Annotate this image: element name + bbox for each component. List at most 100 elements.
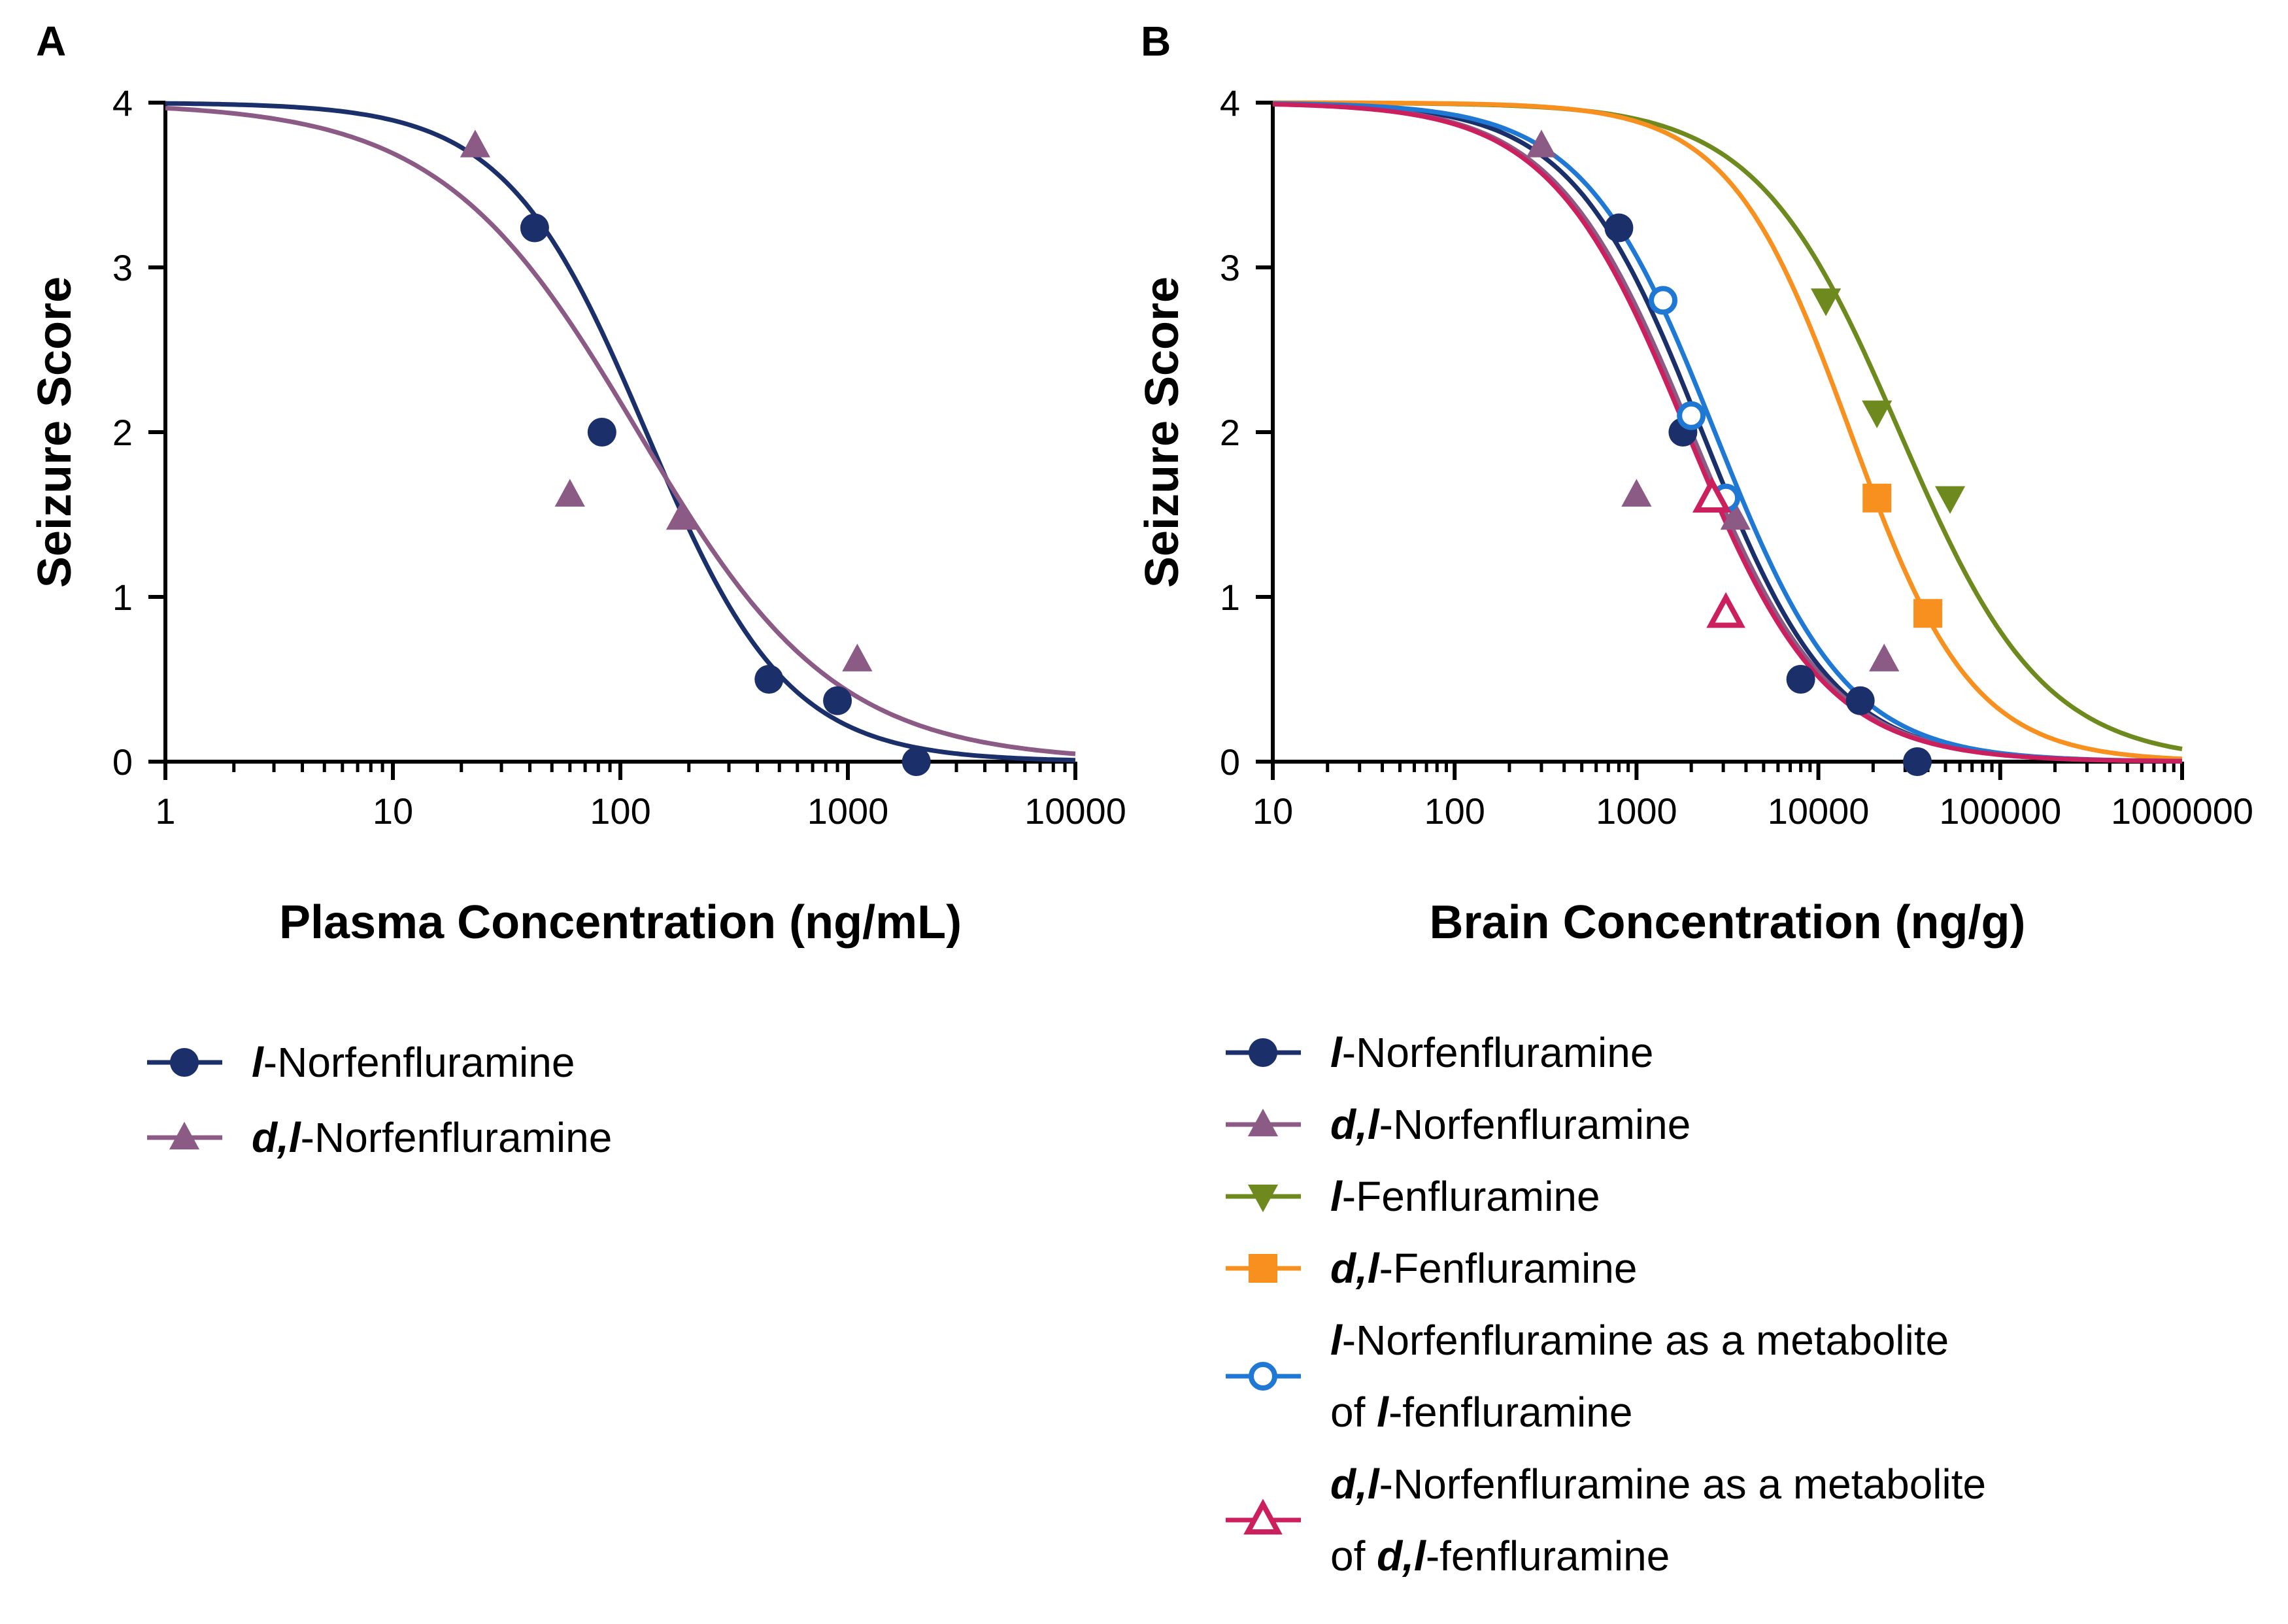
data-point-series-1-0 (1526, 129, 1557, 158)
x-tick-label: 10000 (1024, 790, 1126, 832)
legend-swatch-marker (170, 1048, 199, 1077)
legend-item-2: l-Fenfluramine (1226, 1173, 1600, 1220)
data-point-series-1-3 (1869, 643, 1900, 671)
legend-label-italic-part: d,l (1330, 1101, 1380, 1148)
data-point-series-1-1 (1621, 479, 1652, 507)
data-point-series-3-0 (1862, 483, 1892, 513)
fit-curve-series-0 (165, 101, 1076, 763)
data-point-series-5-0 (1692, 477, 1732, 513)
x-tick-label: 1000 (1596, 790, 1677, 832)
legend-label: l-Fenfluramine (1330, 1173, 1600, 1220)
legend-swatch-marker (169, 1121, 200, 1150)
legend-item-0: l-Norfenfluramine (147, 1039, 575, 1086)
fit-curve-series-0 (1273, 101, 2182, 764)
legend-panel-b: l-Norfenfluramined,l-Norfenfluraminel-Fe… (1226, 1029, 1986, 1580)
legend-label: d,l-Norfenfluramine (252, 1114, 612, 1161)
data-point-series-2-1 (1862, 400, 1893, 428)
data-points (460, 129, 931, 776)
legend-swatch-marker (1249, 1254, 1277, 1283)
legend-label-part: of (1330, 1389, 1377, 1436)
x-axis-title: Brain Concentration (ng/g) (1430, 896, 2026, 949)
x-tick-label: 100 (1424, 790, 1485, 832)
data-point-series-0-2 (1786, 665, 1815, 694)
data-point-series-3-1 (1913, 599, 1943, 628)
legend-swatch-marker (1247, 1108, 1279, 1137)
legend-label-part: -Norfenfluramine as a metabolite (1342, 1317, 1949, 1364)
x-tick-label: 10 (373, 790, 413, 832)
legend-label-italic-part: d,l (1330, 1461, 1380, 1508)
legend-label-italic-part: d,l (1330, 1245, 1380, 1292)
data-point-series-1-2 (665, 501, 697, 530)
data-point-series-2-2 (1934, 486, 1966, 514)
data-point-series-4-1 (1677, 401, 1706, 430)
legend-label-part: -Norfenfluramine (1379, 1101, 1691, 1148)
y-axis-title: Seizure Score (1136, 277, 1188, 588)
legend-label-part: -Fenfluramine (1342, 1173, 1600, 1220)
x-tick-label: 10000 (1768, 790, 1870, 832)
fit-curve-series-1 (1273, 101, 2182, 764)
legend-label: d,l-Norfenfluramine as a metabolite (1330, 1461, 1986, 1508)
y-tick-label: 0 (1220, 741, 1240, 783)
fit-curves (165, 101, 1076, 763)
legend-item-3: d,l-Fenfluramine (1226, 1245, 1637, 1292)
legend-label-italic-part: d,l (1377, 1532, 1426, 1580)
legend-label-part: -Fenfluramine (1379, 1245, 1638, 1292)
legend-label: l-Norfenfluramine (252, 1039, 575, 1086)
legend-item-0: l-Norfenfluramine (1226, 1029, 1653, 1076)
legend-swatch-marker (1249, 1038, 1277, 1067)
y-tick-label: 2 (112, 412, 133, 453)
data-point-series-0-1 (587, 418, 616, 447)
data-point-series-0-2 (754, 665, 784, 694)
data-point-series-0-4 (901, 747, 931, 776)
legend-item-1: d,l-Norfenfluramine (147, 1114, 612, 1161)
y-tick-label: 3 (112, 247, 133, 288)
legend-label: of l-fenfluramine (1330, 1389, 1632, 1436)
data-point-series-0-0 (1604, 213, 1634, 243)
panel-b: B 0 1 2 3 4 10 100 1000 10000 100000 1000000 Brain C… (1136, 18, 2253, 949)
legend-label-italic-part: l (252, 1039, 264, 1086)
legend-label-part: -Norfenfluramine (263, 1039, 575, 1086)
legend-label-part: -fenfluramine (1388, 1389, 1633, 1436)
legend-item-1: d,l-Norfenfluramine (1226, 1101, 1691, 1148)
legend-label-part: -Norfenfluramine as a metabolite (1379, 1461, 1986, 1508)
x-tick-label: 1000 (807, 790, 889, 832)
y-tick-label: 4 (112, 82, 133, 124)
data-point-series-1-1 (554, 479, 585, 507)
data-point-series-0-3 (823, 686, 852, 715)
x-axis-title: Plasma Concentration (ng/mL) (279, 896, 962, 949)
fit-curve-series-5 (1273, 101, 2183, 764)
data-point-series-2-0 (1811, 288, 1842, 316)
legend-label: d,l-Fenfluramine (1330, 1245, 1637, 1292)
legend-label: of d,l-fenfluramine (1330, 1532, 1670, 1580)
data-point-series-5-1 (1706, 592, 1745, 628)
legend-label-italic-part: l (1377, 1389, 1389, 1436)
x-tick-label: 10 (1253, 790, 1293, 832)
legend-label: d,l-Norfenfluramine (1330, 1101, 1691, 1148)
legend-label: l-Norfenfluramine as a metabolite (1330, 1317, 1949, 1364)
x-tick-label: 100 (590, 790, 650, 832)
data-point-series-4-0 (1649, 286, 1678, 315)
data-point-series-1-2 (1720, 501, 1751, 530)
data-points (1526, 129, 1966, 776)
data-point-series-1-3 (842, 643, 873, 671)
x-tick-label: 100000 (1939, 790, 2061, 832)
fit-curve-series-1 (165, 105, 1076, 756)
y-tick-label: 4 (1220, 82, 1240, 124)
data-point-series-0-4 (1902, 747, 1932, 776)
data-point-series-0-3 (1845, 686, 1875, 715)
legend-label-italic-part: l (1330, 1173, 1343, 1220)
y-tick-label: 1 (112, 577, 133, 618)
data-point-series-1-0 (460, 129, 490, 158)
legend-label-italic-part: l (1330, 1317, 1343, 1364)
x-tick-label: 1000000 (2111, 790, 2253, 832)
legend-label-part: -Norfenfluramine (1342, 1029, 1654, 1076)
y-axis-title: Seizure Score (29, 277, 81, 588)
legend-label-part: of (1330, 1532, 1377, 1580)
legend-label-part: -Norfenfluramine (301, 1114, 613, 1161)
y-tick-label: 0 (112, 741, 133, 783)
panel-letter: A (36, 18, 66, 65)
